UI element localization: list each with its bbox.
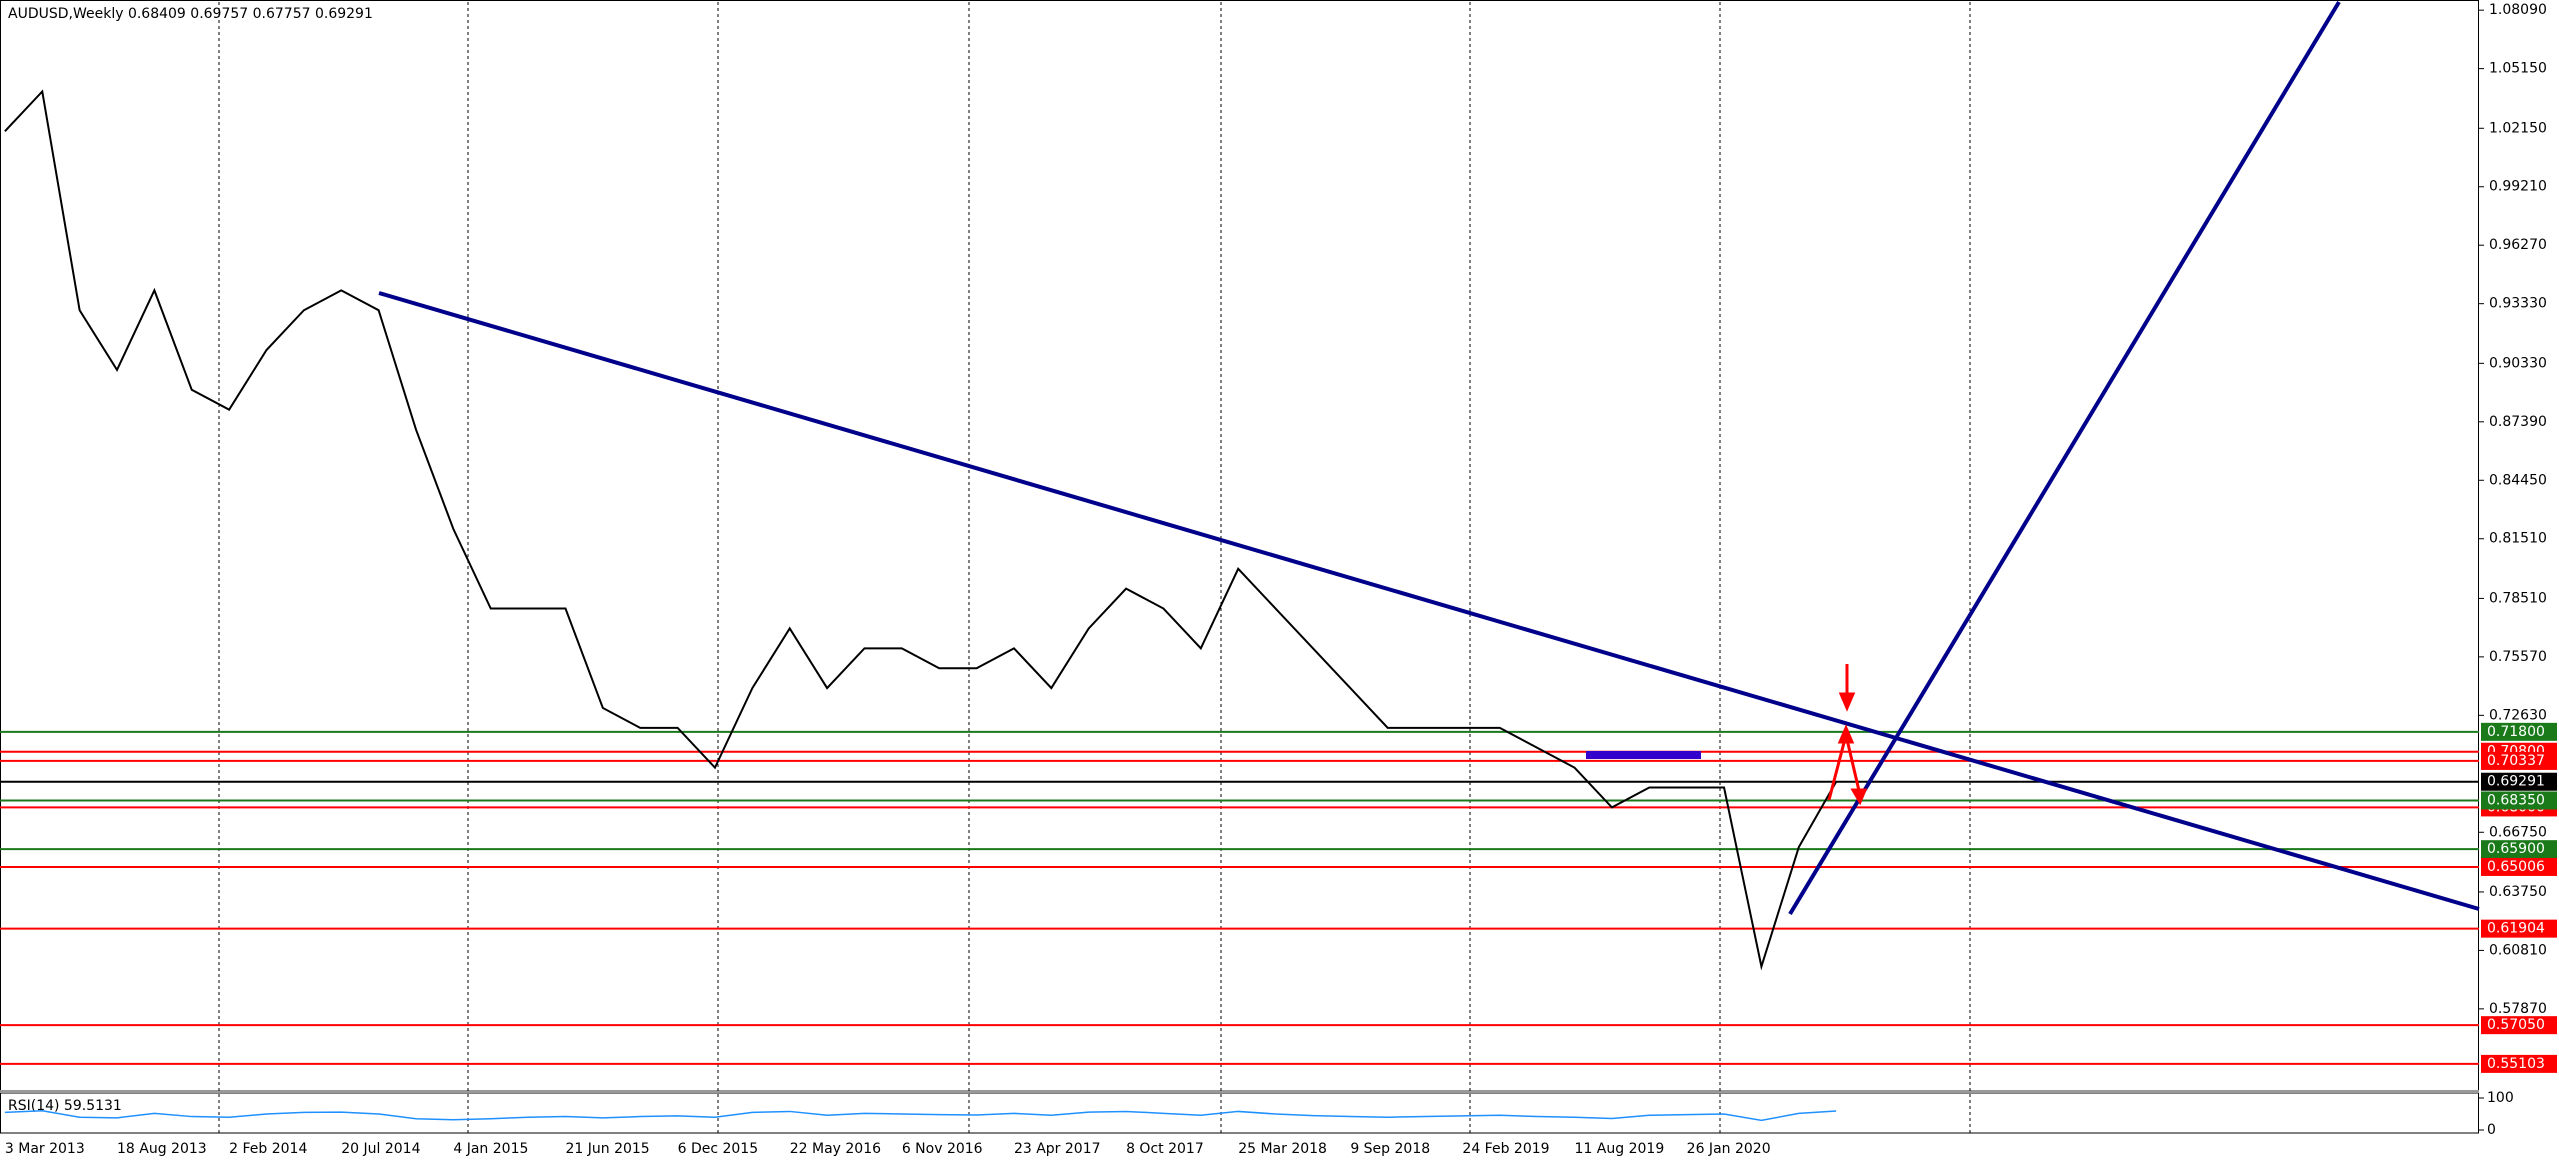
y-tick-label: 0.81510 — [2489, 531, 2547, 547]
level-tag — [2481, 840, 2557, 859]
y-tick-label: 0.99210 — [2489, 179, 2547, 195]
rsi-line — [4, 1110, 1837, 1122]
x-tick-label: 6 Dec 2015 — [678, 1141, 759, 1157]
level-tag — [2481, 1016, 2557, 1035]
x-tick-label: 11 Aug 2019 — [1575, 1141, 1665, 1157]
rsi-title: RSI(14) 59.5131 — [8, 1098, 122, 1114]
x-tick-label: 23 Apr 2017 — [1014, 1141, 1101, 1157]
price-line — [4, 89, 1838, 971]
y-tick-label: 0.87390 — [2489, 414, 2547, 430]
x-tick-label: 20 Jul 2014 — [341, 1141, 420, 1157]
level-tag — [2481, 751, 2557, 770]
level-tag — [2481, 857, 2557, 876]
up-trendline — [1788, 0, 2341, 916]
level-tag-label: 0.57050 — [2487, 1017, 2545, 1033]
y-tick-label: 1.02150 — [2489, 120, 2547, 136]
y-tick-label: 0.96270 — [2489, 237, 2547, 253]
level-tag — [2481, 791, 2557, 810]
x-tick-label: 6 Nov 2016 — [902, 1141, 983, 1157]
level-tag-label: 0.70337 — [2487, 753, 2545, 769]
y-tick-label: 0.93330 — [2489, 296, 2547, 312]
y-tick-label: 0.57870 — [2489, 1001, 2547, 1017]
y-tick-label: 0.72630 — [2489, 707, 2547, 723]
y-tick-label: 1.05150 — [2489, 61, 2547, 77]
level-tag — [2481, 919, 2557, 938]
x-tick-label: 24 Feb 2019 — [1462, 1141, 1549, 1157]
x-tick-label: 4 Jan 2015 — [453, 1141, 528, 1157]
rsi-tick-label: 100 — [2487, 1090, 2514, 1106]
level-tag — [2481, 772, 2557, 791]
x-tick-label: 25 Mar 2018 — [1238, 1141, 1327, 1157]
x-tick-label: 8 Oct 2017 — [1126, 1141, 1204, 1157]
level-tag-label: 0.71800 — [2487, 724, 2545, 740]
arrows — [1827, 664, 1868, 806]
level-tag — [2481, 722, 2557, 741]
x-tick-label: 21 Jun 2015 — [565, 1141, 649, 1157]
down-trendline — [378, 291, 2480, 911]
x-tick-label: 9 Sep 2018 — [1350, 1141, 1430, 1157]
level-tag-label: 0.61904 — [2487, 921, 2545, 937]
zone-box — [1586, 751, 1701, 759]
level-tag — [2481, 1054, 2557, 1073]
level-tag-label: 0.69291 — [2487, 774, 2545, 790]
y-tick-label: 0.63750 — [2489, 884, 2547, 900]
y-tick-label: 0.60810 — [2489, 942, 2547, 958]
level-tag-label: 0.68350 — [2487, 792, 2545, 808]
level-tag-label: 0.65006 — [2487, 859, 2545, 875]
y-tick-label: 0.90330 — [2489, 355, 2547, 371]
y-tick-label: 0.66750 — [2489, 824, 2547, 840]
y-tick-label: 1.08090 — [2489, 2, 2547, 18]
y-tick-label: 0.78510 — [2489, 590, 2547, 606]
x-tick-label: 18 Aug 2013 — [117, 1141, 207, 1157]
level-tag-label: 0.65900 — [2487, 841, 2545, 857]
x-tick-label: 26 Jan 2020 — [1687, 1141, 1771, 1157]
level-tag-label: 0.55103 — [2487, 1056, 2545, 1072]
y-tick-label: 0.84450 — [2489, 472, 2547, 488]
rsi-tick-label: 0 — [2487, 1122, 2496, 1138]
x-tick-label: 2 Feb 2014 — [229, 1141, 307, 1157]
x-tick-label: 3 Mar 2013 — [5, 1141, 85, 1157]
x-tick-label: 22 May 2016 — [790, 1141, 881, 1157]
y-tick-label: 0.75570 — [2489, 649, 2547, 665]
chart-title: AUDUSD,Weekly 0.68409 0.69757 0.67757 0.… — [8, 6, 373, 22]
panel-separator — [0, 1090, 2479, 1093]
vertical-grid — [218, 2, 1971, 1133]
